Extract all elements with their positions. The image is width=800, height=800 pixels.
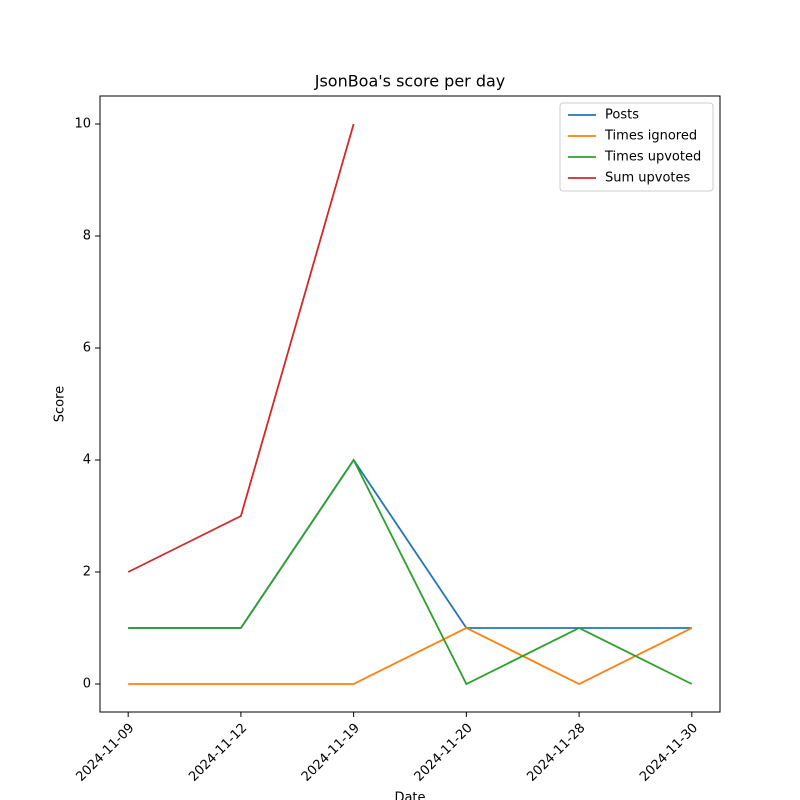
legend-label: Times ignored: [604, 129, 697, 144]
legend-label: Sum upvotes: [605, 171, 691, 186]
y-tick-label: 6: [83, 341, 91, 356]
y-tick-label: 8: [83, 229, 91, 244]
line-series: [128, 626, 693, 686]
y-tick-label: 10: [74, 117, 91, 132]
plot-frame: [99, 95, 721, 713]
y-tick-label: 4: [83, 453, 91, 468]
x-axis-label: Date: [394, 791, 425, 800]
y-tick-label: 2: [83, 565, 91, 580]
y-axis-label: Score: [53, 386, 68, 422]
chart-title: JsonBoa's score per day: [314, 72, 506, 91]
y-tick-label: 0: [83, 677, 91, 692]
line-series: [128, 458, 693, 686]
legend-box: [559, 102, 714, 192]
legend: Posts Times ignored Times upvoted Sum upvot…: [559, 102, 714, 192]
legend-label: Posts: [605, 108, 639, 123]
line-series: [127, 123, 355, 573]
legend-label: Times upvoted: [604, 150, 701, 165]
